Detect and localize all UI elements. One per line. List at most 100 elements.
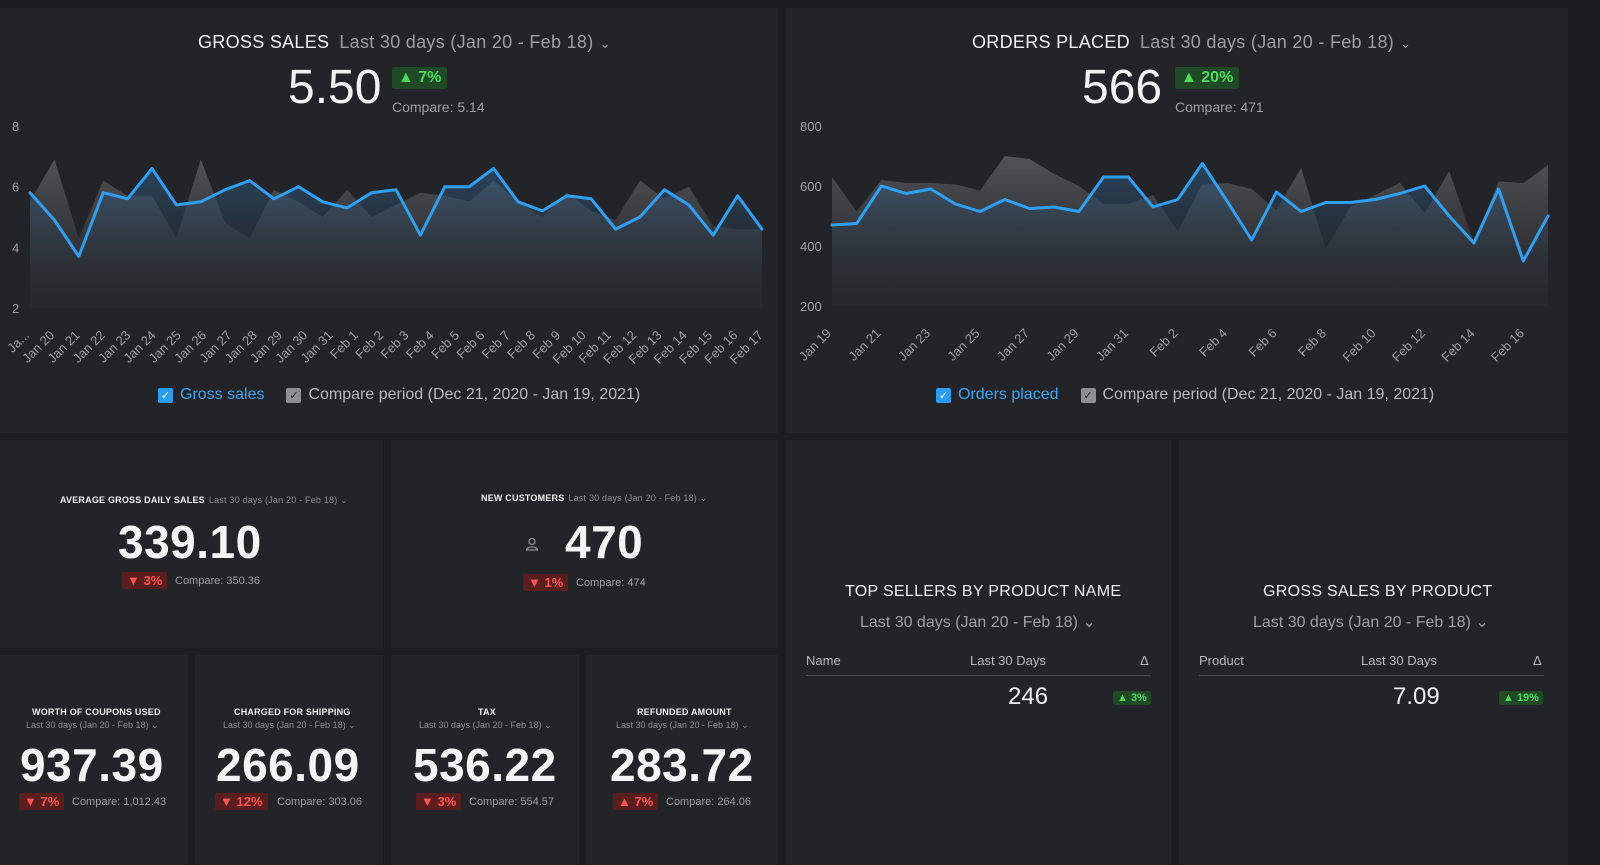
primary-series-line: [830, 162, 1550, 263]
tax-value: 536.22: [413, 739, 557, 791]
gross-by-product-range[interactable]: Last 30 days (Jan 20 - Feb 18) ⌄: [1253, 614, 1489, 631]
tax-compare: Compare: 554.57: [469, 796, 554, 808]
x-tick-label: Feb 1: [327, 328, 361, 362]
avg-gross-daily-header[interactable]: AVERAGE GROSS DAILY SALES Last 30 days (J…: [60, 495, 348, 506]
col-header-delta[interactable]: Δ: [1533, 653, 1542, 668]
orders-placed-change-badge: ▲ 20%: [1175, 67, 1240, 89]
orders-placed-title: ORDERS PLACED: [972, 32, 1130, 52]
coupons-title: WORTH OF COUPONS USED: [32, 707, 161, 717]
tax-range[interactable]: Last 30 days (Jan 20 - Feb 18) ⌄: [419, 720, 552, 730]
avg-gross-daily-change-badge: ▼ 3%: [122, 572, 168, 589]
x-tick-label: Jan 19: [796, 326, 834, 364]
tax-title: TAX: [478, 707, 496, 717]
refunded-compare: Compare: 264.06: [666, 796, 751, 808]
x-tick-label: Jan 29: [1043, 326, 1081, 364]
coupons-value: 937.39: [20, 739, 164, 791]
x-tick-label: Feb 5: [428, 328, 462, 362]
shipping-title: CHARGED FOR SHIPPING: [234, 707, 351, 717]
avg-gross-daily-compare: Compare: 350.36: [175, 575, 260, 587]
col-header-name[interactable]: Name: [806, 653, 841, 668]
orders-placed-range: Last 30 days (Jan 20 - Feb 18): [1139, 32, 1395, 52]
legend-item-compare-period[interactable]: ✓ Compare period (Dec 21, 2020 - Jan 19,…: [286, 386, 640, 404]
x-tick-label: Feb 3: [378, 328, 412, 362]
legend-item-orders-placed[interactable]: ✓ Orders placed: [936, 386, 1059, 404]
new-customers-range: Last 30 days (Jan 20 - Feb 18) ⌄: [568, 493, 708, 503]
x-tick-label: Feb 8: [1295, 326, 1329, 360]
col-header-last-30-days[interactable]: Last 30 Days: [970, 653, 1046, 668]
avg-gross-daily-panel: AVERAGE GROSS DAILY SALES Last 30 days (J…: [0, 440, 383, 648]
checkbox-checked-icon[interactable]: ✓: [936, 387, 951, 403]
orders-placed-legend: ✓ Orders placed ✓ Compare period (Dec 21…: [936, 386, 1434, 404]
col-header-delta[interactable]: Δ: [1140, 653, 1149, 668]
x-tick-label: Feb 6: [453, 328, 487, 362]
gross-sales-range: Last 30 days (Jan 20 - Feb 18): [339, 32, 594, 52]
y-tick-label: 600: [800, 179, 822, 194]
chevron-down-icon[interactable]: ⌄: [1400, 36, 1412, 51]
top-sellers-panel: TOP SELLERS BY PRODUCT NAME Last 30 days…: [786, 440, 1171, 865]
gross-by-product-title: GROSS SALES BY PRODUCT: [1263, 583, 1493, 600]
gross-sales-title: GROSS SALES: [198, 32, 330, 52]
legend-label-orders-placed: Orders placed: [958, 386, 1059, 403]
primary-series-area: [30, 168, 762, 308]
top-sellers-range[interactable]: Last 30 days (Jan 20 - Feb 18) ⌄: [860, 614, 1096, 631]
orders-placed-value: 566: [1082, 61, 1163, 114]
shipping-change-badge: ▼ 12%: [215, 793, 268, 810]
x-tick-label: Feb 8: [504, 328, 538, 362]
table-row[interactable]: 246 ▲ 3%: [806, 677, 1151, 717]
legend-item-gross-sales[interactable]: ✓ Gross sales: [158, 386, 264, 404]
y-tick-label: 200: [800, 299, 822, 314]
gross-sales-change-badge: ▲ 7%: [392, 67, 448, 89]
shipping-range[interactable]: Last 30 days (Jan 20 - Feb 18) ⌄: [223, 720, 356, 730]
table-divider: [1199, 675, 1544, 676]
shipping-panel: CHARGED FOR SHIPPING Last 30 days (Jan 2…: [195, 655, 383, 865]
refunded-title: REFUNDED AMOUNT: [637, 707, 732, 717]
col-header-last-30-days[interactable]: Last 30 Days: [1361, 653, 1437, 668]
gross-sales-header[interactable]: GROSS SALES Last 30 days (Jan 20 - Feb 18…: [198, 32, 611, 53]
chevron-down-icon[interactable]: ⌄: [599, 36, 611, 51]
legend-label-gross-sales: Gross sales: [180, 386, 265, 403]
refunded-value: 283.72: [610, 739, 754, 791]
coupons-range[interactable]: Last 30 days (Jan 20 - Feb 18) ⌄: [26, 720, 159, 730]
refunded-change-badge: ▲ 7%: [613, 793, 659, 810]
x-tick-label: Jan 23: [895, 326, 933, 364]
checkbox-checked-icon[interactable]: ✓: [286, 387, 302, 403]
checkbox-checked-icon[interactable]: ✓: [1080, 387, 1096, 403]
x-tick-label: Feb 7: [479, 328, 513, 362]
refunded-range[interactable]: Last 30 days (Jan 20 - Feb 18) ⌄: [616, 720, 749, 730]
avg-gross-daily-title: AVERAGE GROSS DAILY SALES: [60, 495, 205, 505]
new-customers-change-badge: ▼ 1%: [523, 574, 569, 591]
user-icon: [525, 537, 539, 551]
orders-placed-header[interactable]: ORDERS PLACED Last 30 days (Jan 20 - Feb …: [972, 32, 1411, 53]
y-tick-label: 2: [12, 301, 19, 316]
checkbox-checked-icon[interactable]: ✓: [158, 387, 173, 403]
gross-by-product-row-value: 7.09: [1393, 683, 1440, 710]
gross-by-product-row-change: ▲ 19%: [1499, 691, 1543, 705]
tax-panel: TAX Last 30 days (Jan 20 - Feb 18) ⌄ 536…: [391, 655, 579, 865]
y-tick-label: 4: [12, 240, 19, 255]
gross-sales-value: 5.50: [288, 61, 382, 114]
col-header-product[interactable]: Product: [1199, 653, 1244, 668]
x-tick-label: Jan 25: [944, 326, 982, 364]
x-tick-label: Feb 4: [1196, 326, 1230, 360]
x-tick-label: Feb 4: [403, 328, 437, 362]
orders-placed-panel: ORDERS PLACED Last 30 days (Jan 20 - Feb …: [786, 8, 1568, 433]
x-tick-label: Feb 2: [352, 328, 386, 362]
legend-item-compare-period[interactable]: ✓ Compare period (Dec 21, 2020 - Jan 19,…: [1080, 386, 1435, 404]
new-customers-header[interactable]: NEW CUSTOMERS Last 30 days (Jan 20 - Feb …: [481, 493, 707, 504]
new-customers-compare: Compare: 474: [576, 577, 646, 589]
new-customers-title: NEW CUSTOMERS: [481, 493, 565, 503]
table-row[interactable]: 7.09 ▲ 19%: [1199, 677, 1544, 717]
table-divider: [806, 675, 1151, 676]
x-tick-label: Feb 6: [1246, 326, 1280, 360]
x-tick-label: Feb 10: [1339, 326, 1378, 365]
top-sellers-row-change: ▲ 3%: [1113, 691, 1151, 705]
refunded-panel: REFUNDED AMOUNT Last 30 days (Jan 20 - F…: [586, 655, 778, 865]
x-tick-label: Feb 12: [1389, 326, 1428, 365]
gross-sales-compare: Compare: 5.14: [392, 99, 485, 115]
avg-gross-daily-value: 339.10: [118, 516, 262, 568]
orders-placed-compare: Compare: 471: [1175, 99, 1264, 115]
x-tick-label: Jan 31: [1093, 326, 1131, 364]
y-tick-label: 8: [12, 119, 19, 134]
legend-label-compare-period: Compare period (Dec 21, 2020 - Jan 19, 2…: [1102, 386, 1435, 403]
